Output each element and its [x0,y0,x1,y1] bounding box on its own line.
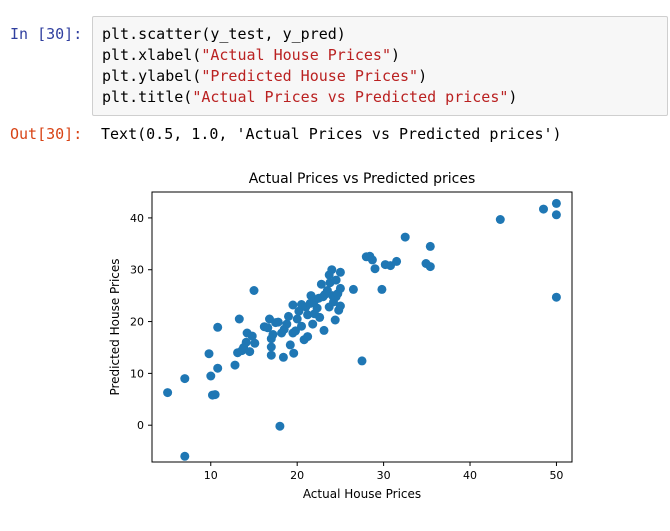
data-point [400,232,410,242]
code-line-1: plt.scatter(y_test, y_pred) [102,24,346,44]
output-text: Text(0.5, 1.0, 'Actual Prices vs Predict… [101,125,562,143]
data-point [245,347,255,357]
data-point [303,332,313,342]
data-point [367,255,377,265]
data-point [230,360,240,370]
y-tick-label: 40 [130,212,144,225]
data-point [163,388,173,398]
code-line-4-code: plt.title( [102,88,193,106]
data-point [284,311,293,321]
data-point [241,337,251,347]
x-tick-label: 50 [549,469,563,482]
plot-frame [151,191,573,463]
data-point [210,390,220,400]
data-point [204,349,214,359]
data-point [249,286,259,295]
data-point [282,319,292,329]
data-point [315,312,325,322]
points-layer [163,198,561,461]
data-point [425,241,435,251]
data-point [539,204,548,214]
y-tick-label: 10 [130,367,144,380]
data-point [288,300,298,310]
x-tick-label: 10 [204,469,218,482]
data-point [263,323,273,333]
input-prompt: In [30]: [10,25,83,43]
data-point [316,279,326,289]
code-line-4: plt.title("Actual Prices vs Predicted pr… [102,87,517,107]
data-point [289,348,299,358]
data-point [273,317,283,327]
x-tick-label: 30 [377,469,391,482]
x-axis-label: Actual House Prices [303,487,421,501]
data-point [357,356,367,366]
x-axis: 10 20 30 40 50 [204,462,563,482]
data-point [308,319,318,329]
data-point [180,374,190,384]
y-tick-label: 20 [130,316,144,329]
data-point [213,363,223,373]
data-point [335,283,345,293]
code-line-4-string: "Actual Prices vs Predicted prices" [192,88,509,106]
x-tick-label: 20 [290,469,304,482]
data-point [551,210,561,220]
x-tick-label: 40 [463,469,477,482]
code-cell[interactable]: plt.scatter(y_test, y_pred) plt.xlabel("… [92,16,668,116]
code-line-1-code: plt.scatter(y_test, y_pred) [102,25,346,43]
data-point [250,338,260,348]
code-line-2-string: "Actual House Prices" [201,46,391,64]
y-axis: 0 10 20 30 40 [130,212,152,432]
data-point [266,342,276,352]
data-point [392,256,402,266]
code-line-4-close: ) [508,88,518,106]
data-point [495,215,505,224]
data-point [330,315,340,325]
data-point [278,352,288,362]
data-point [234,314,244,324]
data-point [319,325,329,335]
data-point [206,371,216,381]
data-point [327,265,337,275]
data-point [266,350,276,360]
data-point [551,292,561,302]
code-line-2-code: plt.xlabel( [102,46,202,64]
code-line-2-close: ) [391,46,401,64]
y-axis-label: Predicted House Prices [108,258,122,395]
y-tick-label: 0 [137,419,144,432]
code-line-2: plt.xlabel("Actual House Prices") [102,45,400,65]
data-point [312,303,322,313]
data-point [275,421,285,431]
data-point [247,331,257,341]
chart-output: Actual Prices vs Predicted prices 10 20 30… [0,160,670,527]
data-point [285,340,295,350]
data-point [348,284,358,294]
code-line-3-close: ) [418,67,428,85]
data-point [180,451,190,461]
data-point [303,310,313,320]
data-point [331,275,341,285]
y-tick-label: 30 [130,264,144,277]
code-line-3-string: "Predicted House Prices" [201,67,419,85]
data-point [213,322,223,332]
output-prompt: Out[30]: [10,125,83,143]
data-point [551,198,561,208]
data-point [292,314,302,324]
code-line-3-code: plt.ylabel( [102,67,202,85]
chart-title: Actual Prices vs Predicted prices [249,171,476,187]
data-point [370,264,380,274]
data-point [297,321,306,331]
data-point [425,262,435,272]
data-point [335,301,345,311]
data-point [268,330,278,339]
data-point [377,284,387,294]
code-line-3: plt.ylabel("Predicted House Prices") [102,66,427,86]
scatter-chart: Actual Prices vs Predicted prices 10 20 30… [108,171,573,501]
data-point [335,267,345,277]
